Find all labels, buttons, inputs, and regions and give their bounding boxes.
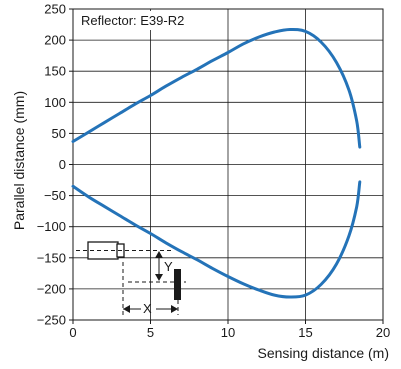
y-tick-label: −150	[37, 250, 66, 265]
y-tick-label: 150	[44, 64, 66, 79]
series-group	[71, 27, 362, 299]
x-tick-label: 5	[147, 325, 154, 340]
ticks: 0 5 10 15 20 250 200 150 100 50 0 −50 −100 −150 −200 −2…	[37, 2, 391, 341]
x-arrow-left-icon	[123, 305, 130, 313]
y-tick-label: 200	[44, 33, 66, 48]
y-tick-label: 100	[44, 95, 66, 110]
y-tick-label: 0	[59, 157, 66, 172]
x-tick-label: 20	[376, 325, 390, 340]
grid	[73, 9, 383, 320]
y-tick-label: 250	[44, 2, 66, 17]
x-arrow-right-icon	[171, 305, 178, 313]
x-axis-label: Sensing distance (m)	[257, 345, 389, 361]
y-tick-label: −200	[37, 281, 66, 296]
x-tick-label: 10	[221, 325, 235, 340]
lower-boundary-line	[71, 180, 362, 299]
y-dimension-label: Y	[164, 259, 173, 274]
y-tick-label: 50	[52, 126, 66, 141]
reflector-annotation: Reflector: E39-R2	[81, 13, 184, 28]
y-tick-label: −50	[44, 188, 66, 203]
x-dimension-label: X	[143, 301, 152, 316]
y-axis-label: Parallel distance (mm)	[11, 91, 27, 230]
annotation-box: Reflector: E39-R2	[76, 11, 194, 30]
y-arrow-down-icon	[155, 274, 163, 281]
x-tick-label: 0	[69, 325, 76, 340]
y-arrow-up-icon	[155, 251, 163, 258]
sensor-reflector-diagram: Y X	[76, 241, 186, 316]
x-tick-label: 15	[298, 325, 312, 340]
upper-boundary-line	[71, 27, 362, 149]
y-tick-label: −100	[37, 219, 66, 234]
y-tick-label: −250	[37, 313, 66, 328]
reflector-icon	[174, 269, 181, 300]
